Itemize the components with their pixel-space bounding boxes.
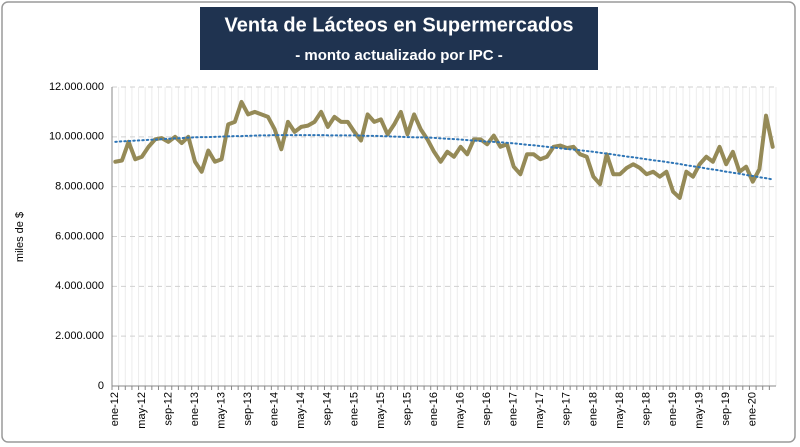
x-tick-label: sep-15 (401, 392, 413, 426)
x-tick-label: ene-16 (428, 392, 440, 426)
x-tick-label: ene-18 (587, 392, 599, 426)
y-tick-label: 12.000.000 (49, 81, 104, 93)
y-tick-label: 4.000.000 (55, 280, 104, 292)
x-tick-label: may-13 (215, 392, 227, 429)
x-tick-label: may-15 (375, 392, 387, 429)
x-tick-label: sep-17 (561, 392, 573, 426)
chart-title: Venta de Lácteos en Supermercados (224, 14, 573, 36)
x-tick-label: sep-19 (720, 392, 732, 426)
x-tick-label: ene-17 (508, 392, 520, 426)
title-box (200, 7, 598, 70)
x-tick-label: ene-20 (747, 392, 759, 426)
x-tick-label: ene-13 (189, 392, 201, 426)
x-tick-label: sep-14 (322, 392, 334, 426)
x-tick-label: may-12 (136, 392, 148, 429)
x-tick-label: ene-19 (667, 392, 679, 426)
trend-line (114, 134, 774, 181)
x-tick-label: may-19 (694, 392, 706, 429)
data-line (113, 99, 775, 200)
x-tick-label: ene-15 (348, 392, 360, 426)
x-tick-label: sep-12 (162, 392, 174, 426)
y-tick-label: 6.000.000 (55, 230, 104, 242)
y-axis-label: miles de $ (14, 212, 26, 262)
x-tick-label: may-16 (455, 392, 467, 429)
chart-subtitle: - monto actualizado por IPC - (295, 47, 503, 64)
x-tick-label: ene-12 (109, 392, 121, 426)
x-tick-label: may-17 (534, 392, 546, 429)
y-tick-label: 8.000.000 (55, 181, 104, 193)
x-tick-label: ene-14 (269, 392, 281, 426)
y-tick-label: 2.000.000 (55, 330, 104, 342)
x-tick-label: sep-16 (481, 392, 493, 426)
y-tick-label: 10.000.000 (49, 131, 104, 143)
y-tick-label: 0 (98, 380, 104, 392)
x-tick-label: may-14 (295, 392, 307, 429)
x-tick-label: sep-18 (640, 392, 652, 426)
x-tick-label: sep-13 (242, 392, 254, 426)
x-tick-label: may-18 (614, 392, 626, 429)
